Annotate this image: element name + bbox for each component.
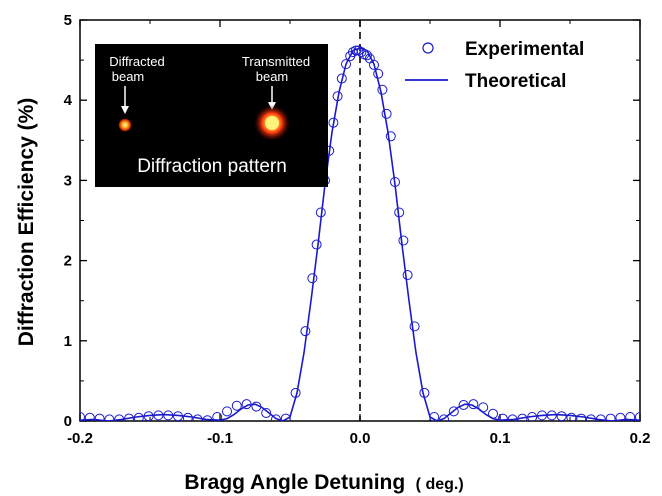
x-tick-label: 0.1	[490, 430, 511, 447]
experimental-point	[114, 414, 125, 421]
experimental-point	[300, 326, 311, 337]
y-tick-label: 5	[64, 12, 72, 29]
experimental-point	[222, 406, 232, 417]
experimental-point	[315, 207, 326, 218]
experimental-point	[311, 239, 322, 250]
experimental-point	[307, 273, 318, 284]
inset-diffracted-arrowhead	[121, 106, 129, 114]
x-tick-label: 0.0	[350, 430, 371, 447]
experimental-point	[605, 413, 616, 421]
inset-diffracted-spot	[118, 118, 132, 132]
experimental-point	[625, 411, 636, 421]
experimental-point	[566, 412, 577, 421]
x-axis-label: Bragg Angle Detuning ( deg.)	[184, 471, 463, 494]
experimental-point	[497, 413, 508, 421]
experimental-point	[143, 411, 154, 421]
inset-caption: Diffraction pattern	[137, 156, 287, 177]
y-tick-label: 0	[64, 413, 72, 430]
series-experimental-points	[80, 45, 640, 421]
experimental-point	[280, 413, 291, 421]
experimental-point	[635, 411, 640, 421]
experimental-point	[390, 177, 400, 188]
y-axis-label: Diffraction Efficiency (%)	[15, 98, 38, 347]
experimental-point	[385, 131, 396, 142]
experimental-point	[429, 411, 440, 421]
experimental-point	[173, 411, 183, 421]
experimental-point	[402, 270, 413, 281]
experimental-point	[362, 50, 372, 61]
experimental-point	[290, 387, 301, 398]
experimental-point	[251, 401, 262, 412]
experimental-point	[537, 410, 547, 421]
experimental-point	[212, 411, 223, 421]
inset-diffracted-label: Diffracted	[109, 54, 164, 69]
inset-transmitted-label: Transmitted	[242, 54, 310, 69]
experimental-point	[381, 108, 392, 119]
legend-experimental-marker	[422, 42, 434, 54]
experimental-point	[586, 414, 596, 421]
inset-background	[95, 44, 328, 187]
experimental-point	[507, 414, 518, 421]
legend-theoretical-label: Theoretical	[465, 71, 566, 92]
experimental-point	[153, 410, 164, 421]
experimental-point	[419, 387, 430, 398]
x-tick-label: 0.2	[630, 430, 651, 447]
experimental-point	[409, 321, 420, 332]
experimental-point	[373, 68, 384, 79]
y-tick-label: 4	[64, 92, 73, 109]
tick-labels: -0.2 -0.1 0.0 0.1 0.2 0 1 2 3 4 5	[64, 12, 651, 447]
experimental-point	[439, 414, 449, 421]
experimental-point	[241, 399, 252, 410]
inset-diffraction-image: Diffracted beam Transmitted beam Diffrac…	[95, 44, 328, 187]
x-tick-label: -0.2	[67, 430, 93, 447]
experimental-point	[84, 412, 95, 421]
experimental-point	[350, 45, 361, 56]
experimental-point	[328, 117, 339, 128]
experimental-point	[398, 235, 409, 246]
y-tick-label: 3	[64, 172, 72, 189]
experimental-point	[271, 414, 281, 421]
experimental-point	[394, 207, 405, 218]
experimental-point	[448, 406, 459, 417]
experimental-point	[556, 411, 567, 421]
y-tick-label: 1	[64, 333, 72, 350]
experimental-point	[341, 59, 351, 70]
experimental-point	[202, 415, 213, 421]
experimental-point	[468, 399, 479, 410]
experimental-point	[369, 59, 379, 70]
experimental-point	[615, 412, 626, 421]
experimental-point	[94, 413, 105, 421]
inset-transmitted-label-2: beam	[256, 69, 289, 84]
inset-diffracted-label-2: beam	[112, 69, 145, 84]
experimental-point	[527, 411, 538, 421]
y-tick-label: 2	[64, 253, 72, 270]
experimental-point	[182, 412, 193, 421]
experimental-point	[517, 413, 528, 421]
experimental-point	[124, 413, 134, 421]
legend-experimental-label: Experimental	[465, 39, 584, 60]
experimental-point	[192, 414, 203, 421]
experimental-point	[488, 408, 498, 419]
experimental-point	[576, 413, 587, 421]
x-tick-label: -0.1	[207, 430, 233, 447]
inset-transmitted-spot-core	[265, 116, 279, 130]
experimental-point	[546, 410, 557, 421]
experimental-point	[377, 84, 388, 95]
experimental-point	[104, 414, 115, 421]
experimental-point	[332, 91, 343, 102]
experimental-point	[458, 399, 469, 410]
experimental-point	[356, 47, 367, 58]
experimental-point	[163, 410, 174, 421]
experimental-point	[80, 411, 85, 421]
experimental-point	[348, 47, 358, 58]
experimental-point	[231, 400, 242, 411]
experimental-point	[595, 414, 606, 421]
experimental-point	[133, 412, 144, 421]
legend: Experimental Theoretical	[405, 39, 584, 92]
experimental-point	[478, 402, 489, 413]
experimental-point	[261, 407, 272, 418]
experimental-point	[336, 73, 347, 84]
